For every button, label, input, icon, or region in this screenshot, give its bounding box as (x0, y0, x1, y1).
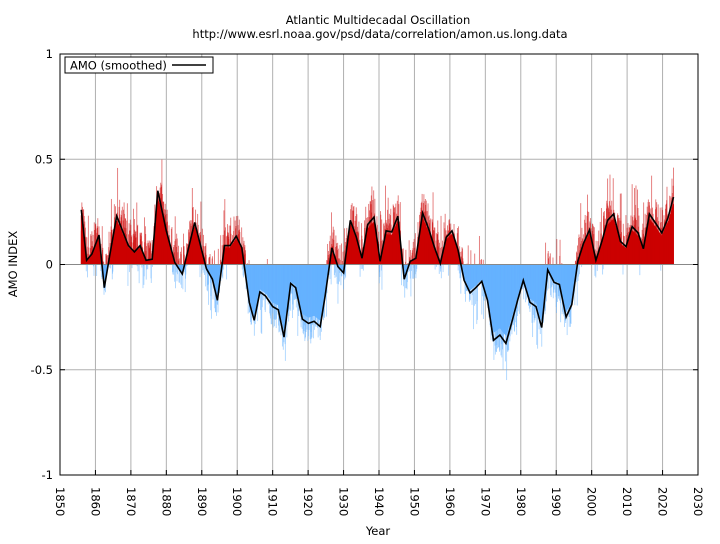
x-tick-label: 1860 (88, 487, 102, 516)
x-tick-label: 2010 (620, 487, 634, 516)
y-axis-label: AMO INDEX (6, 231, 20, 298)
y-tick-label: 1 (46, 47, 53, 61)
x-tick-label: 1980 (514, 487, 528, 516)
series-line-amo-smoothed (80, 190, 675, 346)
monthly-fill (80, 159, 674, 381)
x-tick-label: 2000 (585, 487, 599, 516)
chart-subtitle: http://www.esrl.noaa.gov/psd/data/correl… (192, 27, 567, 41)
x-tick-label: 1880 (159, 487, 173, 516)
legend-label: AMO (smoothed) (70, 59, 167, 73)
chart-title: Atlantic Multidecadal Oscillation (286, 13, 470, 27)
x-tick-label: 1960 (443, 487, 457, 516)
x-tick-label: 2030 (691, 487, 705, 516)
y-tick-label: 0 (46, 258, 53, 272)
x-tick-label: 1940 (372, 487, 386, 516)
x-tick-label: 1900 (230, 487, 244, 516)
x-tick-label: 1920 (301, 487, 315, 516)
x-tick-label: 1910 (266, 487, 280, 516)
axis-ticks: 1850 1860 1870 1880 1890 1900 1910 1920 1930 1940… (31, 47, 705, 516)
x-tick-label: 2020 (656, 487, 670, 516)
x-tick-label: 1890 (195, 487, 209, 516)
x-axis-label: Year (365, 524, 391, 538)
y-tick-label: -1 (42, 468, 53, 482)
legend: AMO (smoothed) (64, 56, 214, 74)
x-tick-label: 1870 (124, 487, 138, 516)
x-tick-label: 1990 (549, 487, 563, 516)
x-tick-label: 1970 (478, 487, 492, 516)
x-tick-label: 1950 (407, 487, 421, 516)
legend-box (64, 56, 214, 74)
y-tick-label: 0.5 (35, 152, 53, 166)
x-tick-label: 1850 (53, 487, 67, 516)
x-tick-label: 1930 (337, 487, 351, 516)
y-tick-label: -0.5 (31, 363, 53, 377)
